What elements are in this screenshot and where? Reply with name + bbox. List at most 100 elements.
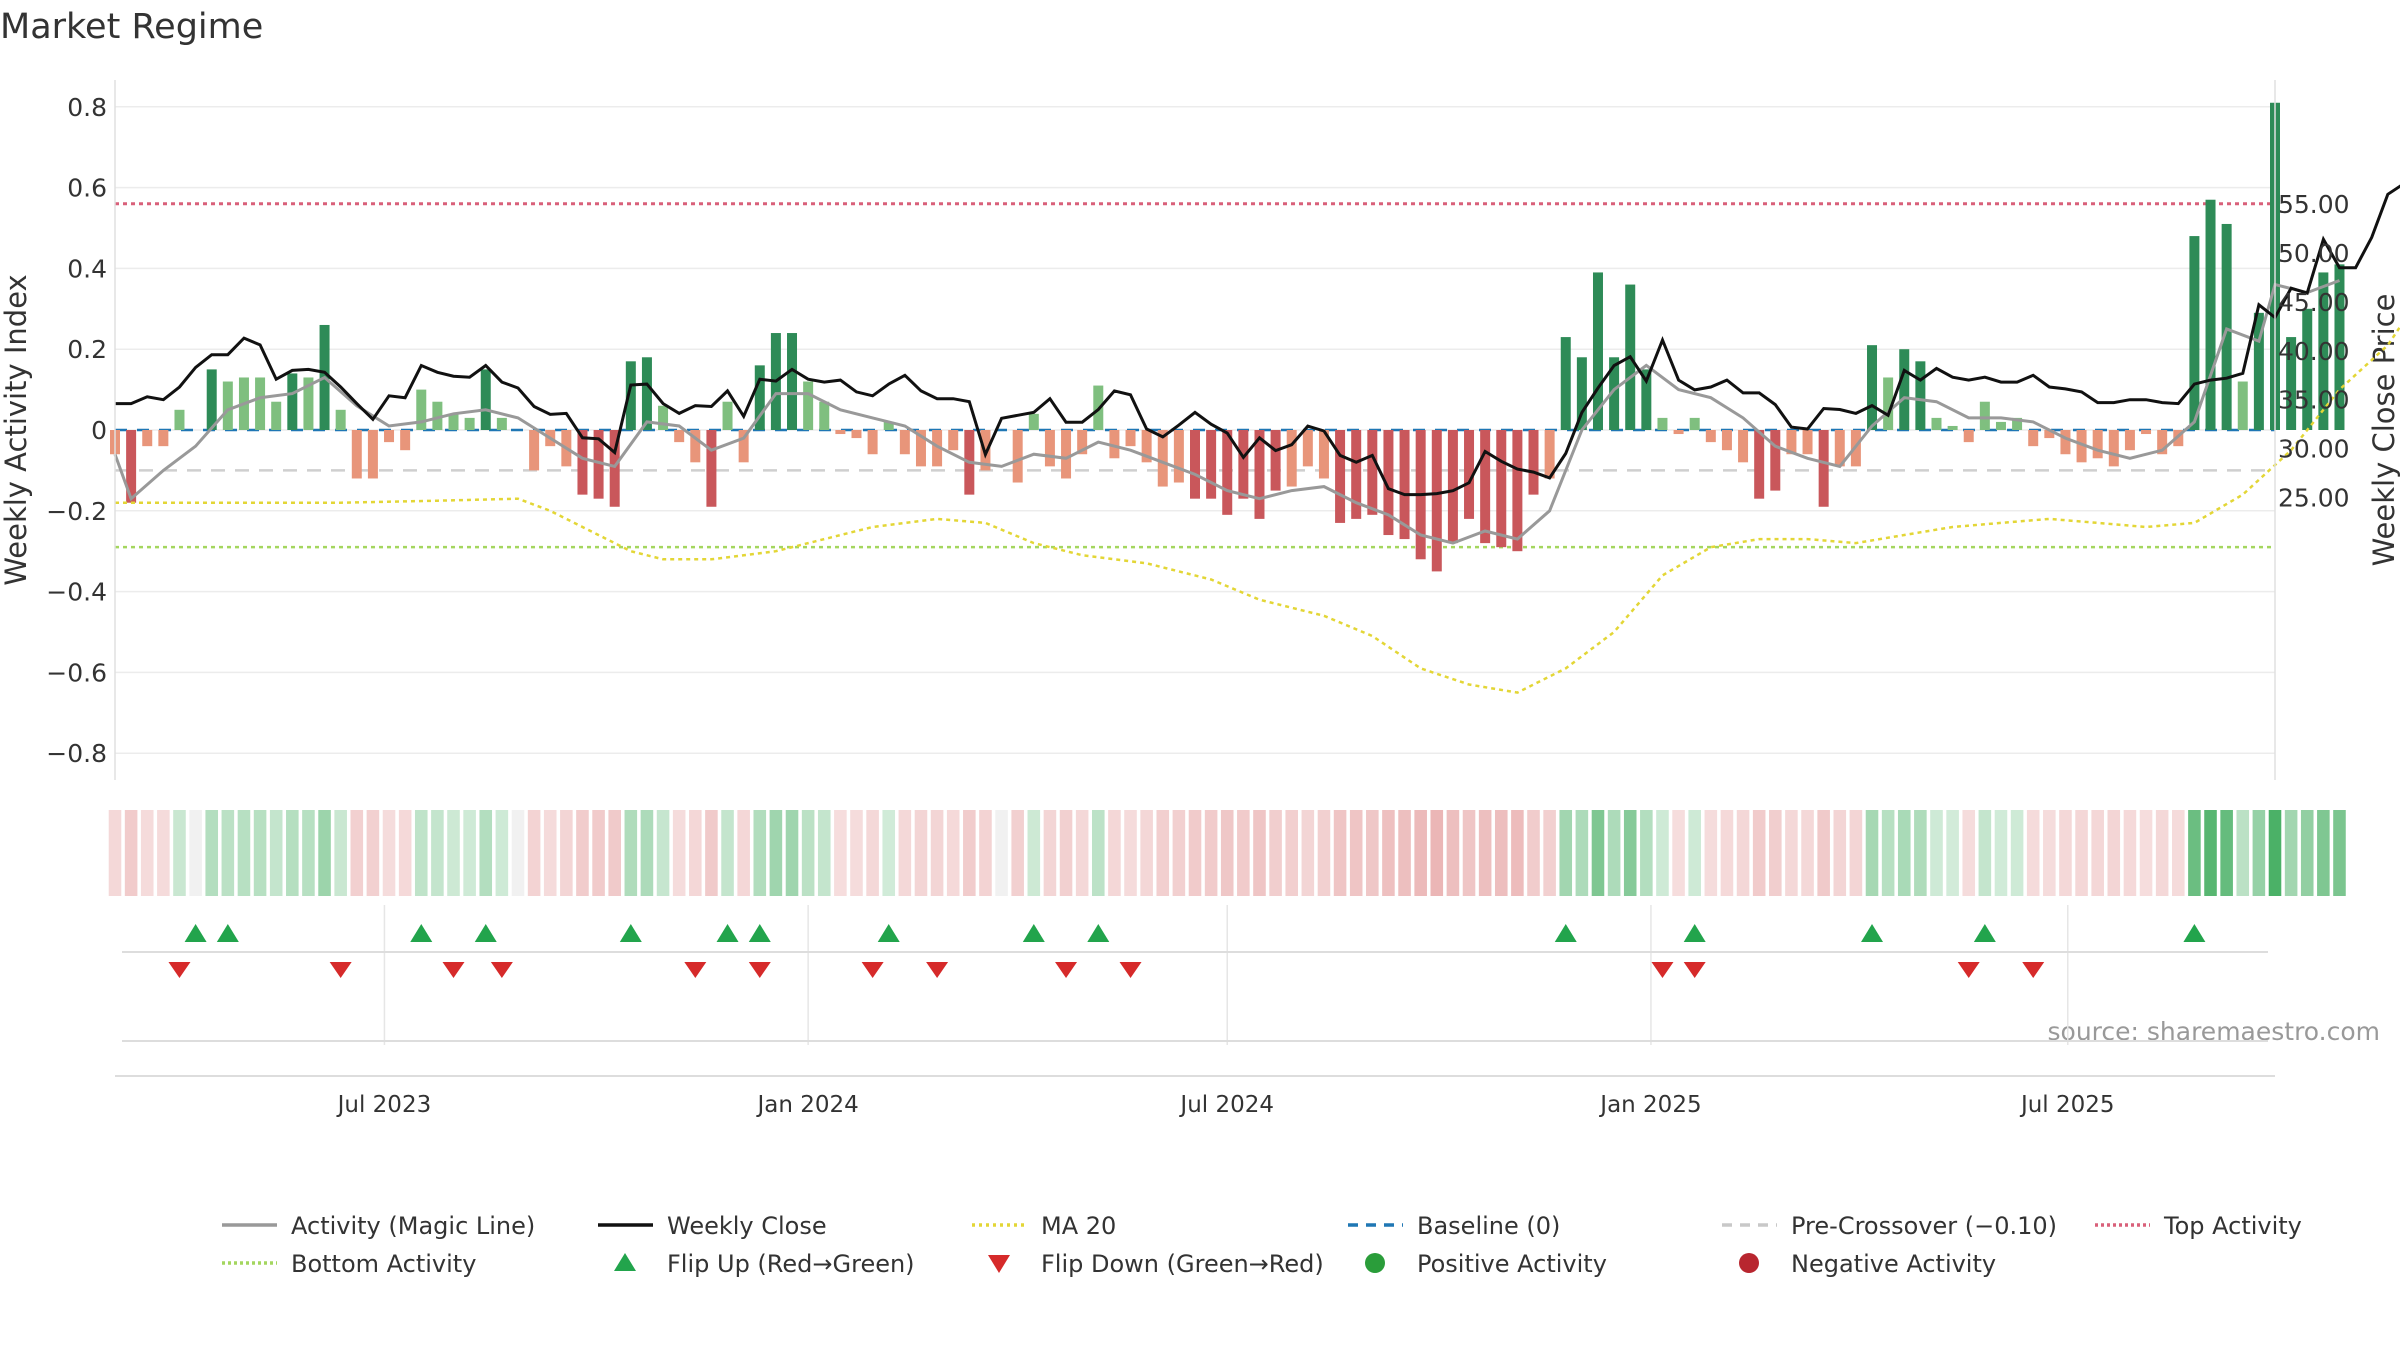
legend-label: Top Activity <box>2163 1212 2302 1240</box>
activity-bar <box>1270 430 1281 491</box>
y-tick-label: −0.8 <box>46 739 107 768</box>
regime-cell <box>221 810 235 896</box>
activity-bar <box>2092 430 2103 459</box>
regime-cell <box>1075 810 1089 896</box>
regime-cell <box>1994 810 2008 896</box>
regime-cell <box>2204 810 2217 896</box>
activity-bar <box>1141 430 1152 463</box>
regime-cell <box>2026 810 2040 896</box>
x-tick-label: Jul 2024 <box>1178 1092 1274 1118</box>
activity-bar <box>625 361 636 430</box>
regime-cell <box>1204 810 1218 896</box>
flip-up-marker <box>748 924 771 942</box>
flip-down-marker <box>1055 962 1078 978</box>
activity-bar <box>1206 430 1217 499</box>
regime-cell <box>2188 810 2201 896</box>
regime-cell <box>495 810 509 896</box>
activity-bar <box>496 417 507 430</box>
magic-line <box>113 279 2341 545</box>
activity-bar <box>1367 430 1378 515</box>
activity-bar <box>883 421 894 430</box>
activity-bar <box>1883 377 1894 430</box>
regime-cell <box>2333 810 2346 896</box>
y2-tick-label: 50.00 <box>2278 239 2350 268</box>
activity-bar <box>1947 425 1958 430</box>
regime-cell <box>1269 810 1282 896</box>
regime-cell <box>1543 810 1556 896</box>
activity-bar <box>400 430 411 451</box>
activity-bar <box>1351 430 1362 519</box>
flip-up-marker <box>1022 924 1045 942</box>
regime-cell <box>2043 810 2056 896</box>
activity-bar <box>1544 430 1555 479</box>
activity-bar <box>867 430 878 455</box>
regime-cell <box>1865 810 1879 896</box>
activity-bar <box>142 430 153 447</box>
regime-cell <box>269 810 283 896</box>
regime-cell <box>1623 810 1637 896</box>
regime-cell <box>1462 810 1476 896</box>
activity-bar <box>1592 272 1603 430</box>
activity-bar <box>1576 357 1587 430</box>
flip-down-marker <box>926 962 949 978</box>
regime-cell <box>1237 810 1250 896</box>
regime-cell <box>1914 810 1927 896</box>
regime-cell <box>850 810 863 896</box>
regime-cell <box>898 810 912 896</box>
activity-bar <box>335 409 346 430</box>
activity-bar <box>1560 337 1571 430</box>
activity-bar <box>367 430 378 479</box>
flip-down-marker <box>1957 962 1980 978</box>
legend-label: Baseline (0) <box>1417 1212 1560 1240</box>
x-tick-label: Jul 2025 <box>2019 1092 2115 1118</box>
activity-bar <box>577 430 588 495</box>
activity-bar <box>158 430 169 447</box>
regime-cell <box>656 810 670 896</box>
activity-bar <box>690 430 701 463</box>
regime-cell <box>1478 810 1492 896</box>
regime-cell <box>1382 810 1395 896</box>
regime-cell <box>1285 810 1299 896</box>
regime-cell <box>2317 810 2330 896</box>
regime-cell <box>350 810 364 896</box>
activity-bar <box>1721 430 1732 451</box>
regime-cell <box>2059 810 2072 896</box>
regime-cell <box>1317 810 1331 896</box>
regime-cell <box>543 810 557 896</box>
regime-cell <box>1414 810 1427 896</box>
regime-cell <box>995 810 1008 896</box>
regime-cell <box>1881 810 1895 896</box>
flip-up-marker <box>216 924 239 942</box>
regime-cell <box>447 810 460 896</box>
regime-cell <box>1817 810 1830 896</box>
regime-cell <box>1785 810 1798 896</box>
activity-bar <box>1399 430 1410 540</box>
flip-up-marker <box>619 924 642 942</box>
legend-label: MA 20 <box>1041 1212 1116 1240</box>
activity-bar <box>915 430 926 467</box>
activity-bar <box>1157 430 1168 487</box>
activity-bar <box>641 357 652 430</box>
regime-cell <box>2300 810 2314 896</box>
regime-cell <box>1962 810 1976 896</box>
activity-bar <box>2334 264 2345 430</box>
regime-cell <box>1559 810 1573 896</box>
y-tick-label: 0 <box>91 416 107 445</box>
activity-bar <box>1979 401 1990 430</box>
regime-cell <box>2075 810 2088 896</box>
flip-down-marker <box>1119 962 1142 978</box>
regime-cell <box>866 810 879 896</box>
legend-swatch <box>988 1255 1010 1273</box>
regime-cell <box>1720 810 1734 896</box>
activity-bar <box>1786 430 1797 455</box>
activity-bar <box>932 430 943 467</box>
regime-cell <box>882 810 896 896</box>
activity-bar <box>1173 430 1184 483</box>
activity-bar <box>1012 430 1023 483</box>
regime-cell <box>1527 810 1540 896</box>
regime-cell <box>2010 810 2024 896</box>
regime-cell <box>1769 810 1782 896</box>
activity-bar <box>1802 430 1813 455</box>
activity-bar <box>2157 430 2168 455</box>
